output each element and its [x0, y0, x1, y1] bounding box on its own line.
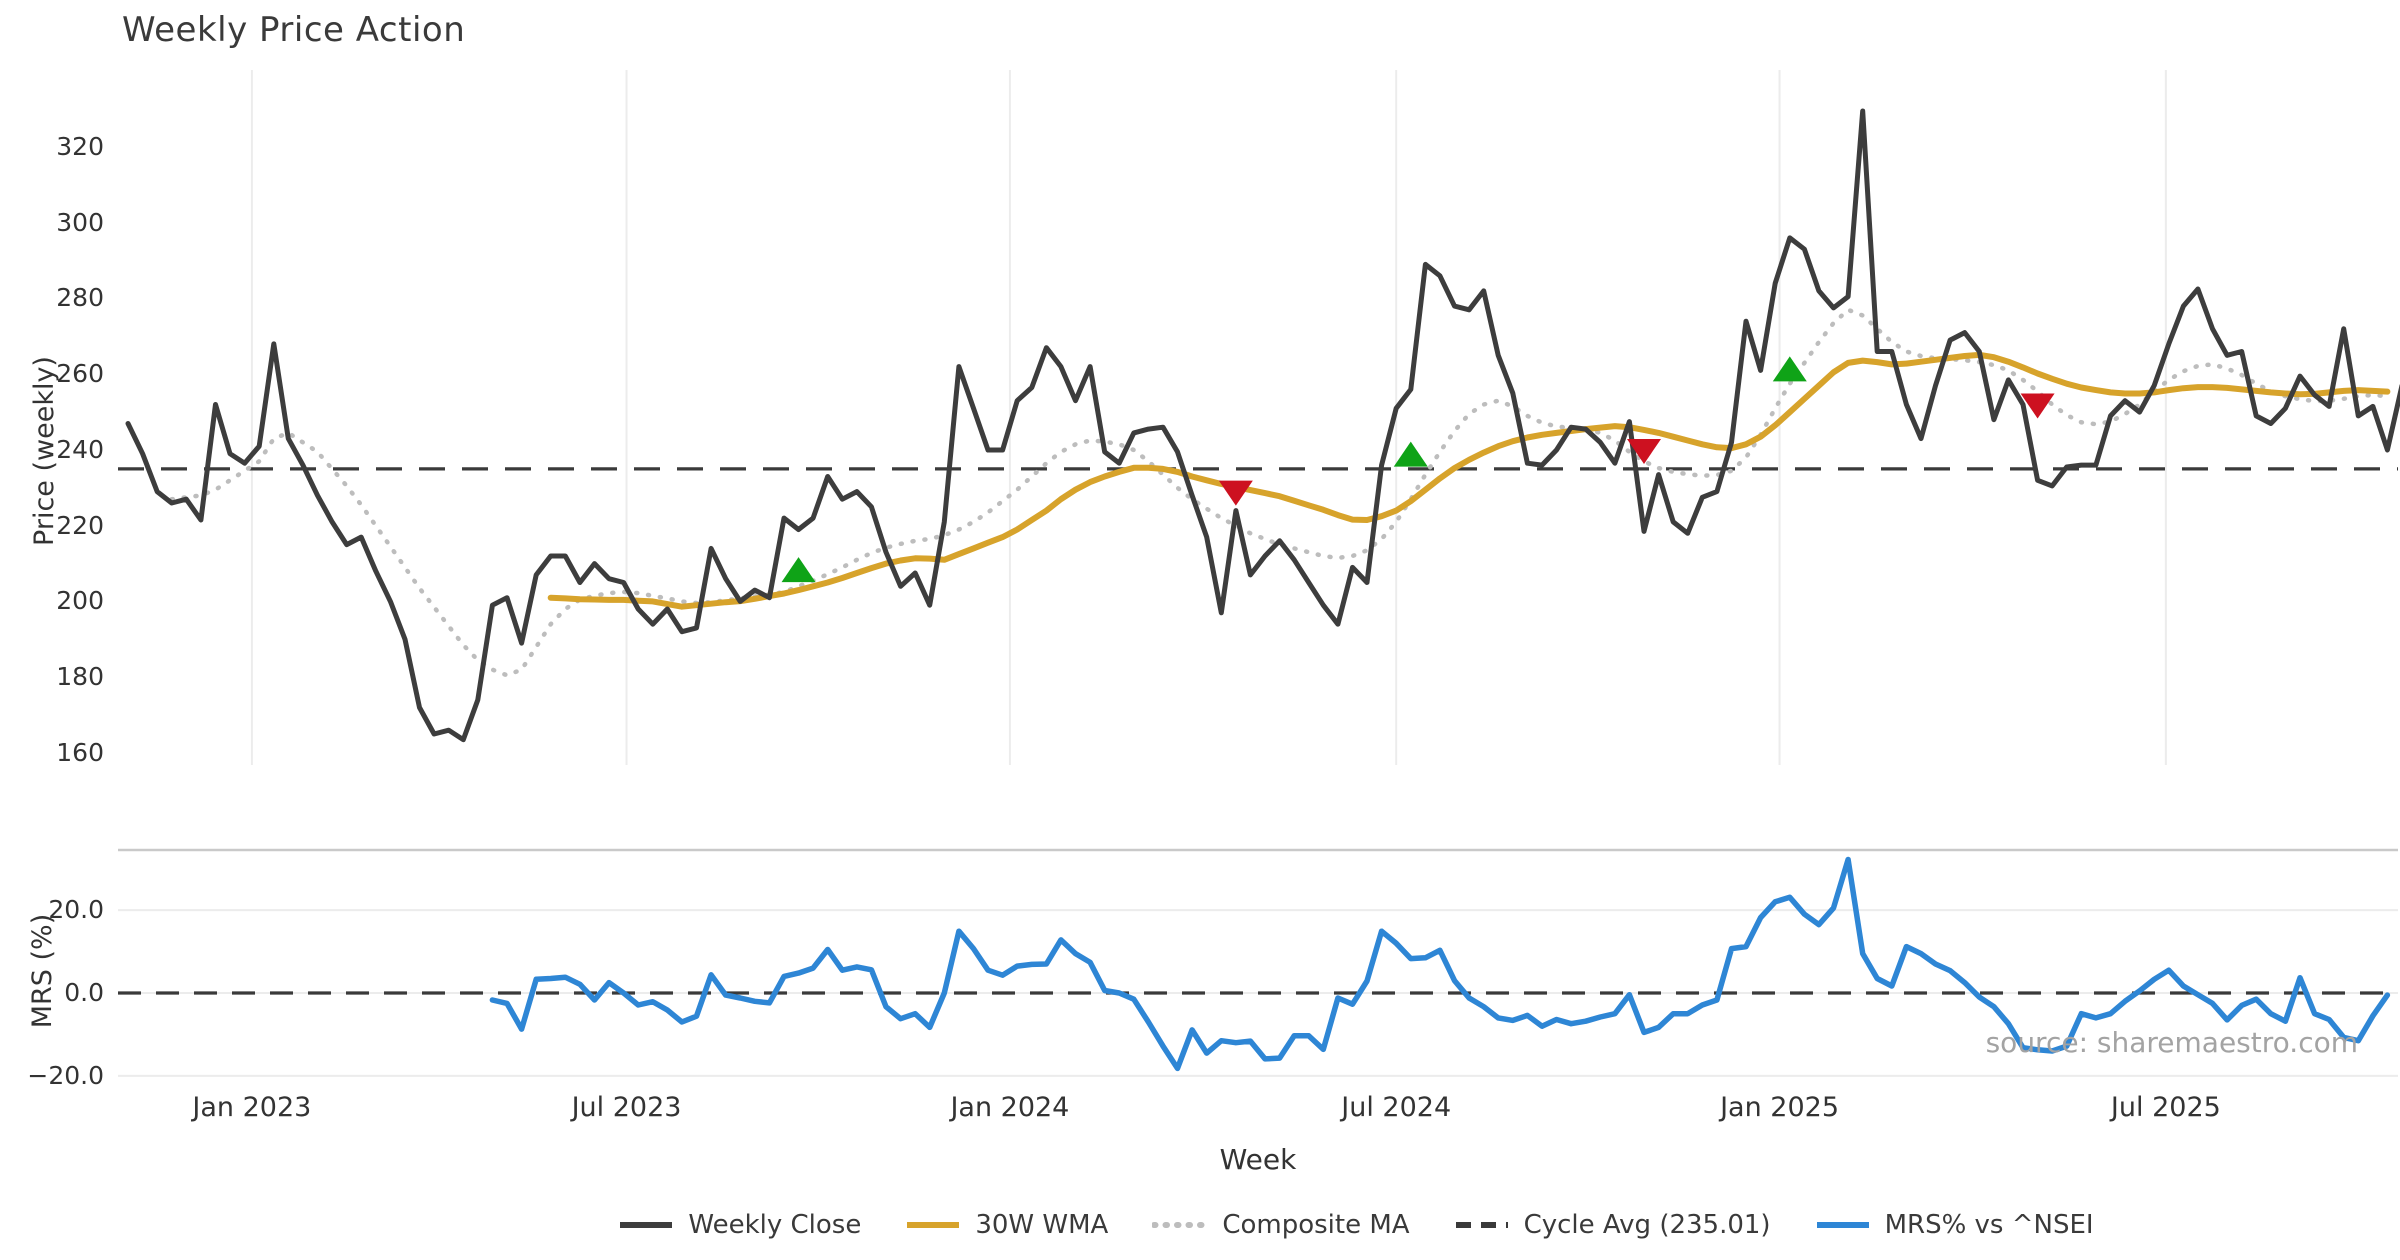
legend-line-swatch — [620, 1222, 673, 1228]
legend-item-cycle-avg-235-01-: Cycle Avg (235.01) — [1454, 1210, 1771, 1240]
source-note: source: sharemaestro.com — [1985, 1026, 2358, 1059]
mrs-ytick-20: 20.0 — [48, 895, 104, 925]
mrs-ytick-0: 0.0 — [64, 978, 104, 1007]
legend-item-composite-ma: Composite MA — [1152, 1210, 1410, 1240]
legend-label: Weekly Close — [688, 1210, 862, 1240]
sell-signal-marker — [2020, 393, 2055, 419]
mrs-y-axis-label: MRS (%) — [27, 913, 58, 1029]
legend-label: MRS% vs ^NSEI — [1884, 1210, 2094, 1240]
price-ytick-160: 160 — [56, 737, 104, 767]
price-ytick-220: 220 — [56, 510, 104, 540]
legend-label: Cycle Avg (235.01) — [1523, 1210, 1771, 1240]
buy-signal-marker — [781, 557, 816, 583]
legend-label: Composite MA — [1222, 1210, 1410, 1240]
xtick-jul-2023: Jul 2023 — [571, 1092, 682, 1123]
xtick-jul-2025: Jul 2025 — [2110, 1092, 2221, 1123]
legend-line-swatch — [1816, 1222, 1869, 1228]
chart-title: Weekly Price Action — [122, 10, 466, 50]
legend-label: 30W WMA — [975, 1210, 1109, 1240]
buy-signal-marker — [1393, 441, 1428, 467]
price-ytick-260: 260 — [56, 359, 104, 389]
sell-signal-marker — [1627, 438, 1662, 464]
price-ytick-200: 200 — [56, 586, 104, 616]
chart-legend: Weekly Close 30W WMA Composite MA Cycle Avg… — [156, 1210, 2400, 1240]
price-ytick-300: 300 — [56, 207, 104, 237]
xtick-jan-2024: Jan 2024 — [950, 1092, 1070, 1123]
price-ytick-320: 320 — [56, 132, 104, 161]
sell-signal-marker — [1218, 480, 1253, 506]
legend-line-swatch — [907, 1222, 960, 1228]
price-ytick-240: 240 — [56, 434, 104, 464]
legend-line-swatch — [1152, 1222, 1209, 1228]
legend-line-swatch — [1455, 1222, 1508, 1228]
legend-item-weekly-close: Weekly Close — [618, 1210, 861, 1240]
xtick-jul-2024: Jul 2024 — [1341, 1092, 1452, 1123]
price-ytick-280: 280 — [56, 283, 104, 313]
price-ytick-180: 180 — [56, 662, 104, 692]
mrs-ytick--20: −20.0 — [27, 1060, 104, 1090]
legend-item-30w-wma: 30W WMA — [905, 1210, 1108, 1240]
buy-signal-marker — [1772, 356, 1807, 382]
legend-item-mrs-vs-nsei: MRS% vs ^NSEI — [1815, 1210, 2094, 1240]
xtick-jan-2023: Jan 2023 — [192, 1092, 312, 1123]
x-axis-label: Week — [1219, 1143, 1297, 1176]
xtick-jan-2025: Jan 2025 — [1720, 1092, 1840, 1123]
